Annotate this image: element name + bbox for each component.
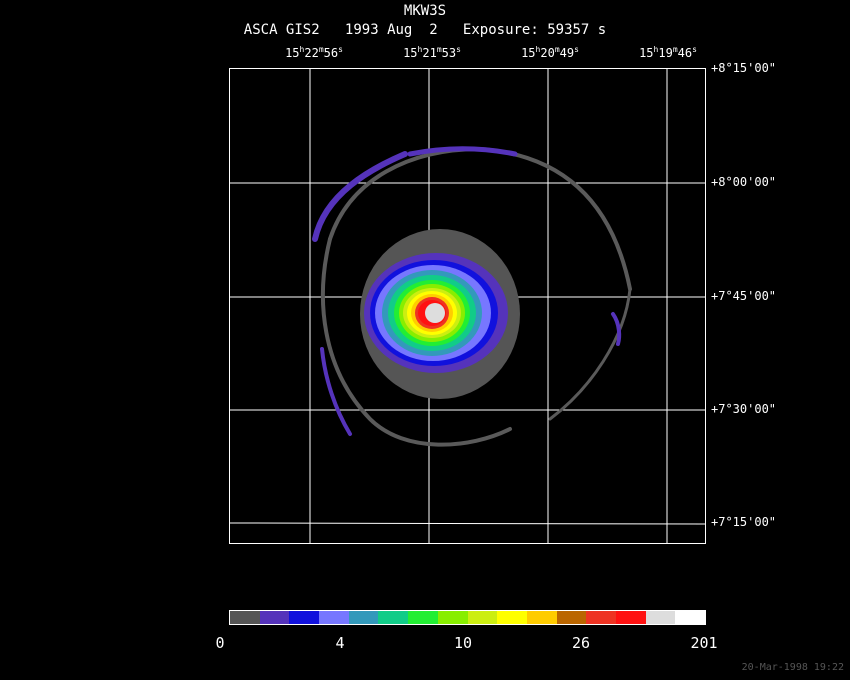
dec-tick-label: +7°15'00" bbox=[711, 515, 777, 529]
colorbar-segment bbox=[378, 611, 409, 624]
colorbar-label: 201 bbox=[690, 634, 718, 652]
colorbar-segment bbox=[319, 611, 349, 624]
colorbar-segment bbox=[289, 611, 320, 624]
colorbar-label: 4 bbox=[335, 634, 345, 652]
xray-sky-image bbox=[230, 69, 705, 543]
detector-rim bbox=[312, 146, 632, 447]
colorbar-segment bbox=[526, 611, 557, 624]
color-scale-bar bbox=[229, 610, 706, 625]
colorbar-segment bbox=[348, 611, 379, 624]
cluster-emission bbox=[360, 229, 520, 399]
sky-image-frame bbox=[229, 68, 706, 544]
colorbar-segment bbox=[259, 611, 290, 624]
observation-info: ASCA GIS2 1993 Aug 2 Exposure: 59357 s bbox=[243, 22, 607, 38]
dec-tick-label: +7°45'00" bbox=[711, 289, 777, 303]
colorbar-segment bbox=[586, 611, 616, 624]
colorbar-segment bbox=[467, 611, 498, 624]
colorbar-segment bbox=[645, 611, 676, 624]
dec-tick-label: +8°00'00" bbox=[711, 175, 777, 189]
timestamp: 20-Mar-1998 19:22 bbox=[741, 662, 844, 673]
colorbar-segment bbox=[230, 611, 260, 624]
dec-tick-label: +7°30'00" bbox=[711, 402, 777, 416]
colorbar-segment bbox=[437, 611, 468, 624]
colorbar-segment bbox=[675, 611, 705, 624]
colorbar-label: 26 bbox=[571, 634, 591, 652]
ra-tick-label: 15h22m56s bbox=[285, 45, 343, 60]
colorbar-label: 0 bbox=[215, 634, 225, 652]
ra-tick-label: 15h21m53s bbox=[403, 45, 461, 60]
colorbar-segment bbox=[408, 611, 438, 624]
object-title: MKW3S bbox=[403, 3, 447, 19]
colorbar-label: 10 bbox=[453, 634, 473, 652]
colorbar-segment bbox=[497, 611, 527, 624]
ra-tick-label: 15h20m49s bbox=[521, 45, 579, 60]
colorbar-segment bbox=[556, 611, 587, 624]
colorbar-segment bbox=[615, 611, 646, 624]
dec-tick-label: +8°15'00" bbox=[711, 61, 777, 75]
ra-tick-label: 15h19m46s bbox=[639, 45, 697, 60]
